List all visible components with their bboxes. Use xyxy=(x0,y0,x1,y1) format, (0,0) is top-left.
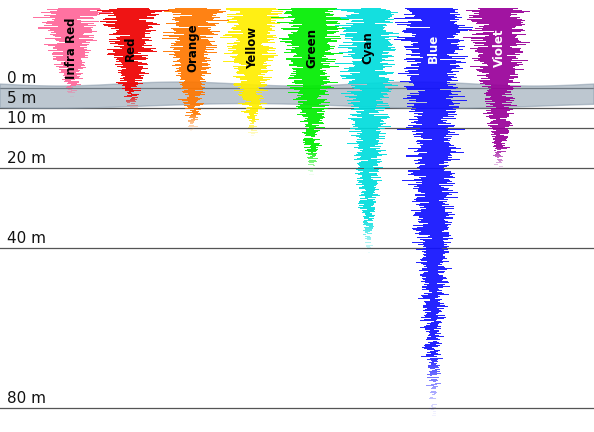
Text: 80 m: 80 m xyxy=(7,391,46,407)
Text: 40 m: 40 m xyxy=(7,232,46,246)
Text: Blue: Blue xyxy=(427,33,440,63)
Text: Green: Green xyxy=(305,28,318,68)
Text: 10 m: 10 m xyxy=(7,111,46,127)
Text: 5 m: 5 m xyxy=(7,92,36,106)
Text: Cyan: Cyan xyxy=(362,32,375,64)
Text: Yellow: Yellow xyxy=(246,27,259,69)
Text: 0 m: 0 m xyxy=(7,71,36,86)
Text: Orange: Orange xyxy=(187,24,200,72)
Text: Infra Red: Infra Red xyxy=(65,17,78,79)
Text: 20 m: 20 m xyxy=(7,151,46,166)
Text: Red: Red xyxy=(124,35,137,61)
Text: Violet: Violet xyxy=(492,29,505,67)
